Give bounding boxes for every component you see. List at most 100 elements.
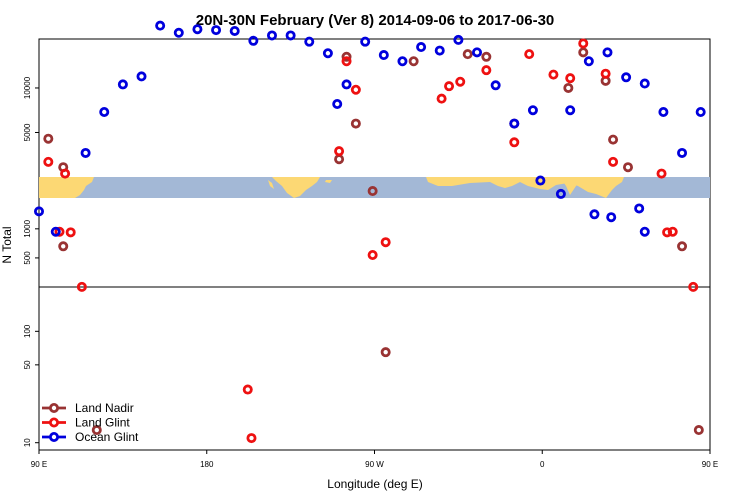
point-ocean-glint <box>472 47 483 58</box>
point-land-nadir <box>341 51 352 62</box>
point-ocean-glint <box>378 50 389 61</box>
point-land-nadir <box>91 425 102 436</box>
point-land-glint <box>524 49 535 60</box>
point-ocean-glint <box>527 105 538 116</box>
plot-frame <box>38 38 711 451</box>
point-ocean-glint <box>602 47 613 58</box>
point-ocean-glint <box>434 45 445 56</box>
point-ocean-glint <box>50 226 61 237</box>
chart-title: 20N-30N February (Ver 8) 2014-09-06 to 2… <box>196 12 555 29</box>
point-land-nadir <box>622 162 633 173</box>
point-land-glint <box>578 38 589 49</box>
point-land-glint <box>600 68 611 79</box>
point-land-glint <box>662 227 673 238</box>
point-ocean-glint <box>583 56 594 67</box>
legend-marker <box>49 431 60 442</box>
point-ocean-glint <box>80 147 91 158</box>
point-ocean-glint <box>173 27 184 38</box>
point-land-glint <box>548 69 559 80</box>
map-land-mexico <box>272 177 320 198</box>
map-land-asia <box>39 177 94 198</box>
point-ocean-glint <box>34 206 45 217</box>
legend-marker <box>49 402 60 413</box>
y-tick-label: 50 <box>23 360 32 369</box>
point-ocean-glint <box>285 30 296 41</box>
y-tick-label: 10 <box>23 438 32 447</box>
point-ocean-glint <box>621 72 632 83</box>
legend-label: Land Glint <box>75 416 130 430</box>
y-tick-label: 500 <box>23 251 32 265</box>
point-land-nadir <box>563 82 574 93</box>
point-land-nadir <box>408 56 419 67</box>
point-land-glint <box>367 250 378 261</box>
axis-ticks: 90 E 180 90 W 0 90 E 5000 10000 500 1000 10 50 100 <box>23 76 718 469</box>
point-land-nadir <box>693 425 704 436</box>
legend-marker <box>49 417 60 428</box>
point-land-nadir <box>334 154 345 165</box>
point-ocean-glint <box>229 25 240 36</box>
point-land-glint <box>444 81 455 92</box>
point-land-glint <box>380 237 391 248</box>
point-land-nadir <box>43 133 54 144</box>
point-land-nadir <box>462 49 473 60</box>
point-land-nadir <box>58 241 69 252</box>
point-land-nadir <box>367 186 378 197</box>
point-land-glint <box>246 433 257 444</box>
point-land-glint <box>688 281 699 292</box>
point-land-glint <box>43 156 54 167</box>
point-ocean-glint <box>509 118 520 129</box>
y-tick-label: 10000 <box>23 76 32 99</box>
point-land-glint <box>481 65 492 76</box>
point-ocean-glint <box>341 79 352 90</box>
y-tick-label: 1000 <box>23 219 32 237</box>
point-land-glint <box>656 168 667 179</box>
point-land-glint <box>60 168 71 179</box>
point-ocean-glint <box>658 107 669 118</box>
point-ocean-glint <box>639 226 650 237</box>
plot-area: 90 E 180 90 W 0 90 E 5000 10000 500 1000 10 50 100 <box>23 20 718 469</box>
point-ocean-glint <box>192 24 203 35</box>
point-ocean-glint <box>606 212 617 223</box>
point-land-nadir <box>380 347 391 358</box>
map-land-baja <box>268 180 274 189</box>
point-ocean-glint <box>322 48 333 59</box>
x-tick-label: 90 W <box>365 460 384 469</box>
point-land-nadir <box>350 118 361 129</box>
point-ocean-glint <box>416 42 427 53</box>
point-ocean-glint <box>453 34 464 45</box>
point-land-glint <box>509 137 520 148</box>
point-land-glint <box>334 146 345 157</box>
x-tick-label: 90 E <box>702 460 718 469</box>
point-land-glint <box>565 73 576 84</box>
point-land-glint <box>54 226 65 237</box>
x-tick-label: 0 <box>540 460 545 469</box>
point-land-nadir <box>677 241 688 252</box>
data-points <box>34 20 706 444</box>
legend-label: Ocean Glint <box>75 430 139 444</box>
point-land-glint <box>65 227 76 238</box>
point-ocean-glint <box>332 98 343 109</box>
legend-label: Land Nadir <box>75 401 134 415</box>
point-ocean-glint <box>634 203 645 214</box>
point-ocean-glint <box>677 147 688 158</box>
point-land-glint <box>608 156 619 167</box>
point-land-glint <box>242 384 253 395</box>
point-land-glint <box>436 93 447 104</box>
point-ocean-glint <box>360 36 371 47</box>
map-land-india <box>560 177 580 195</box>
point-ocean-glint <box>565 105 576 116</box>
point-land-nadir <box>481 51 492 62</box>
y-tick-label: 5000 <box>23 123 32 141</box>
point-ocean-glint <box>397 56 408 67</box>
point-ocean-glint <box>136 71 147 82</box>
point-land-nadir <box>578 47 589 58</box>
x-tick-label: 90 E <box>31 460 47 469</box>
point-ocean-glint <box>490 80 501 91</box>
y-axis-label: N Total <box>0 226 14 263</box>
point-ocean-glint <box>211 25 222 36</box>
point-land-glint <box>455 76 466 87</box>
x-tick-label: 180 <box>200 460 214 469</box>
point-ocean-glint <box>535 175 546 186</box>
